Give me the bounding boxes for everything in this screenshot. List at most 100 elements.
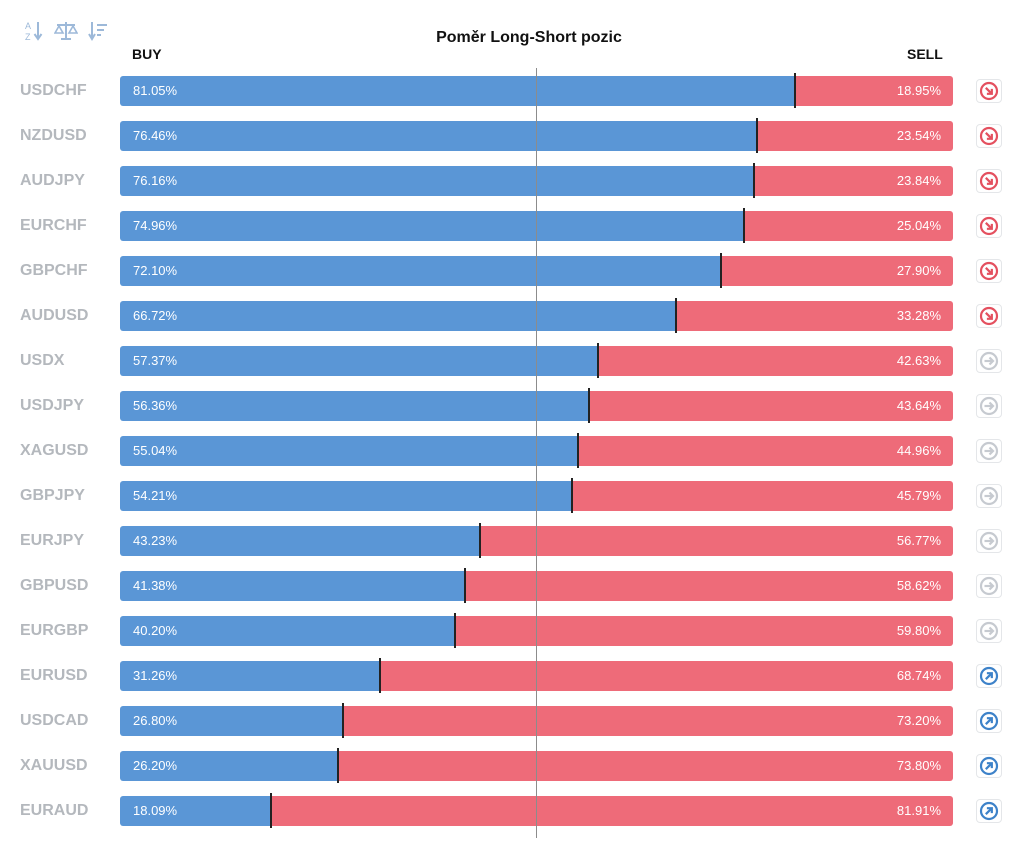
buy-bar [120, 121, 757, 151]
chart-row: GBPCHF 72.10% 27.90% [0, 253, 1021, 288]
trend-neutral-icon [979, 486, 999, 506]
trend-neutral-icon [979, 621, 999, 641]
buy-bar [120, 346, 598, 376]
buy-bar [120, 436, 578, 466]
sort-amount-icon [88, 22, 107, 41]
ratio-divider [464, 568, 466, 603]
trend-signal-button[interactable] [976, 214, 1002, 238]
buy-bar [120, 706, 343, 736]
pair-label[interactable]: AUDJPY [20, 172, 85, 189]
sell-bar [757, 121, 953, 151]
pair-label[interactable]: XAGUSD [20, 442, 89, 459]
trend-up-icon [979, 801, 999, 821]
ratio-divider [675, 298, 677, 333]
pair-label[interactable]: XAUUSD [20, 757, 88, 774]
buy-bar [120, 751, 338, 781]
pair-label[interactable]: AUDUSD [20, 307, 89, 324]
sell-percent-label: 42.63% [896, 353, 941, 368]
pair-label[interactable]: EURCHF [20, 217, 87, 234]
balance-button[interactable] [54, 18, 78, 44]
buy-percent-label: 31.26% [133, 668, 178, 683]
pair-label[interactable]: USDX [20, 352, 65, 369]
trend-neutral-icon [979, 576, 999, 596]
sell-bar [721, 256, 953, 286]
pair-label[interactable]: GBPJPY [20, 487, 85, 504]
pair-label[interactable]: EURJPY [20, 532, 85, 549]
buy-bar [120, 76, 795, 106]
buy-percent-label: 18.09% [133, 803, 178, 818]
ratio-divider [379, 658, 381, 693]
balance-icon [54, 22, 78, 40]
ratio-divider [454, 613, 456, 648]
chart-row: NZDUSD 76.46% 23.54% [0, 118, 1021, 153]
buy-percent-label: 54.21% [133, 488, 178, 503]
buy-percent-label: 41.38% [133, 578, 178, 593]
sell-bar [676, 301, 953, 331]
ratio-divider [597, 343, 599, 378]
sell-percent-label: 81.91% [896, 803, 941, 818]
sell-percent-label: 23.54% [896, 128, 941, 143]
sell-bar [480, 526, 953, 556]
trend-signal-button[interactable] [976, 574, 1002, 598]
trend-signal-button[interactable] [976, 259, 1002, 283]
trend-signal-button[interactable] [976, 664, 1002, 688]
sort-alpha-button[interactable]: A Z [22, 18, 46, 44]
sell-percent-label: 27.90% [896, 263, 941, 278]
pair-label[interactable]: USDJPY [20, 397, 85, 414]
buy-percent-label: 66.72% [133, 308, 178, 323]
buy-bar [120, 166, 754, 196]
sell-percent-label: 68.74% [896, 668, 941, 683]
trend-signal-button[interactable] [976, 619, 1002, 643]
sell-percent-label: 73.80% [896, 758, 941, 773]
trend-signal-button[interactable] [976, 79, 1002, 103]
trend-signal-button[interactable] [976, 394, 1002, 418]
chart-row: USDJPY 56.36% 43.64% [0, 388, 1021, 423]
buy-percent-label: 55.04% [133, 443, 178, 458]
sell-bar [465, 571, 953, 601]
trend-signal-button[interactable] [976, 799, 1002, 823]
pair-label[interactable]: USDCHF [20, 82, 87, 99]
buy-bar [120, 661, 380, 691]
chart-row: USDX 57.37% 42.63% [0, 343, 1021, 378]
trend-signal-button[interactable] [976, 349, 1002, 373]
pair-label[interactable]: EURGBP [20, 622, 89, 639]
trend-down-icon [979, 126, 999, 146]
pair-label[interactable]: NZDUSD [20, 127, 87, 144]
pair-label[interactable]: EURAUD [20, 802, 89, 819]
sell-bar [795, 76, 953, 106]
sort-amount-button[interactable] [86, 18, 110, 44]
trend-signal-button[interactable] [976, 304, 1002, 328]
trend-signal-button[interactable] [976, 169, 1002, 193]
svg-text:A: A [25, 21, 31, 31]
pair-label[interactable]: GBPCHF [20, 262, 88, 279]
sell-percent-label: 43.64% [896, 398, 941, 413]
pair-label[interactable]: GBPUSD [20, 577, 89, 594]
pair-label[interactable]: USDCAD [20, 712, 89, 729]
trend-up-icon [979, 756, 999, 776]
chart-row: EURCHF 74.96% 25.04% [0, 208, 1021, 243]
ratio-divider [270, 793, 272, 828]
buy-percent-label: 40.20% [133, 623, 178, 638]
ratio-divider [577, 433, 579, 468]
buy-percent-label: 43.23% [133, 533, 178, 548]
sell-percent-label: 73.20% [896, 713, 941, 728]
sort-alpha-icon: A Z [25, 21, 43, 42]
chart-row: EURGBP 40.20% 59.80% [0, 613, 1021, 648]
chart-row: AUDUSD 66.72% 33.28% [0, 298, 1021, 333]
buy-percent-label: 57.37% [133, 353, 178, 368]
trend-signal-button[interactable] [976, 124, 1002, 148]
ratio-divider [743, 208, 745, 243]
trend-signal-button[interactable] [976, 529, 1002, 553]
trend-signal-button[interactable] [976, 709, 1002, 733]
trend-down-icon [979, 261, 999, 281]
buy-percent-label: 56.36% [133, 398, 178, 413]
sell-bar [572, 481, 953, 511]
trend-signal-button[interactable] [976, 754, 1002, 778]
buy-percent-label: 81.05% [133, 83, 178, 98]
ratio-divider [337, 748, 339, 783]
trend-signal-button[interactable] [976, 484, 1002, 508]
pair-label[interactable]: EURUSD [20, 667, 88, 684]
sell-percent-label: 44.96% [896, 443, 941, 458]
trend-signal-button[interactable] [976, 439, 1002, 463]
